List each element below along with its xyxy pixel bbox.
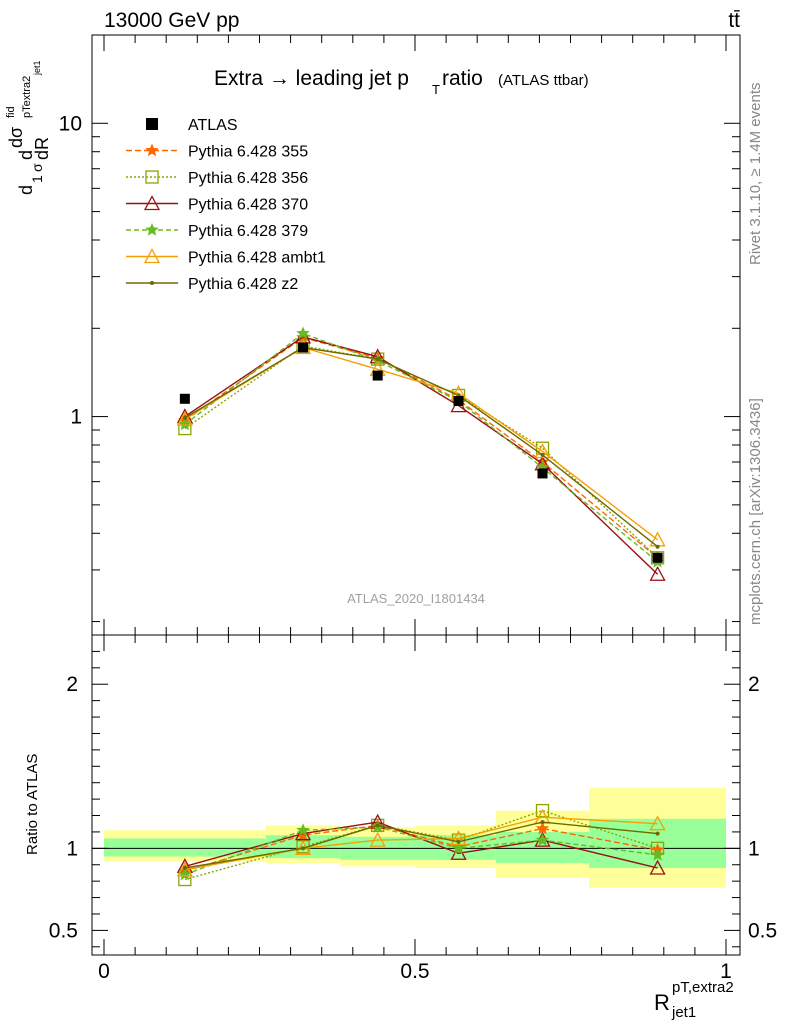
ratio-series-line bbox=[184, 826, 658, 876]
svg-text:jet1: jet1 bbox=[32, 60, 42, 76]
ratio-series-point bbox=[649, 815, 666, 831]
ratio-series-point bbox=[649, 859, 666, 875]
series-line bbox=[184, 332, 659, 563]
svg-text:Pythia 6.428 355: Pythia 6.428 355 bbox=[188, 144, 308, 161]
x-tick-label: 1 bbox=[720, 960, 732, 983]
data-point bbox=[179, 393, 190, 404]
svg-text:dR: dR bbox=[32, 137, 52, 160]
site-label: mcplots.cern.ch [arXiv:1306.3436] bbox=[747, 398, 764, 625]
svg-text:d: d bbox=[16, 185, 36, 195]
ratio-y-tick-label: 2 bbox=[748, 673, 760, 696]
ratio-plot-frame bbox=[91, 634, 741, 956]
series-point bbox=[649, 565, 666, 581]
data-point bbox=[652, 552, 663, 563]
process-label: tt̄ bbox=[728, 9, 740, 32]
series-line bbox=[184, 336, 659, 559]
series-point bbox=[182, 415, 187, 420]
ratio-series-line bbox=[184, 821, 658, 869]
series-point bbox=[375, 357, 380, 362]
series-point bbox=[655, 544, 660, 549]
legend-entry: Pythia 6.428 356 bbox=[126, 170, 308, 187]
x-tick-label: 0.5 bbox=[400, 960, 429, 983]
analysis-watermark: ATLAS_2020_I1801434 bbox=[347, 591, 485, 606]
ratio-series-point bbox=[655, 831, 660, 836]
ratio-series-point bbox=[294, 825, 312, 841]
data-point bbox=[537, 468, 548, 479]
ratio-series-point bbox=[176, 861, 193, 877]
series-point bbox=[176, 410, 193, 426]
ratio-y-tick-label: 0.5 bbox=[49, 919, 78, 942]
ratio-series-point bbox=[369, 831, 386, 847]
beam-label: 13000 GeV pp bbox=[104, 9, 239, 32]
plot-title: Extra → leading jet p T ratio (ATLAS ttb… bbox=[214, 67, 589, 97]
svg-text:Pythia 6.428 ambt1: Pythia 6.428 ambt1 bbox=[188, 250, 326, 267]
main-y-tick-label: 1 bbox=[70, 406, 82, 429]
series-point bbox=[534, 443, 551, 459]
ratio-series-point bbox=[301, 846, 306, 851]
data-point bbox=[453, 396, 464, 407]
ratio-y-tick-label: 2 bbox=[66, 673, 78, 696]
svg-text:R: R bbox=[654, 990, 670, 1015]
ratio-series-point bbox=[650, 847, 665, 861]
series-point bbox=[296, 326, 310, 340]
svg-text:Pythia 6.428 379: Pythia 6.428 379 bbox=[188, 223, 308, 240]
svg-text:Pythia 6.428 356: Pythia 6.428 356 bbox=[188, 170, 308, 187]
ratio-series-point bbox=[178, 867, 192, 881]
ratio-y-axis-label: Ratio to ATLAS bbox=[24, 754, 41, 855]
ratio-series-point bbox=[535, 821, 550, 835]
svg-text:pTextra2: pTextra2 bbox=[21, 76, 33, 118]
main-y-axis-label: d 1 σ d dσ fid pTextra2 jet1 dR bbox=[5, 60, 52, 195]
rivet-label: Rivet 3.1.10, ≥ 1.4M events bbox=[747, 83, 764, 266]
ratio-y-tick-label: 0.5 bbox=[748, 919, 777, 942]
svg-text:fid: fid bbox=[5, 106, 17, 118]
ratio-series-point bbox=[296, 823, 310, 836]
ratio-y-tick-label: 1 bbox=[748, 837, 760, 860]
svg-text:1: 1 bbox=[29, 175, 45, 183]
x-tick-label: 0 bbox=[98, 960, 110, 983]
ratio-series-point bbox=[375, 823, 380, 828]
svg-text:σ: σ bbox=[29, 163, 45, 172]
data-point bbox=[298, 342, 309, 353]
svg-text:Pythia 6.428 370: Pythia 6.428 370 bbox=[188, 197, 308, 214]
legend-entry: Pythia 6.428 355 bbox=[126, 143, 308, 161]
svg-text:pT,extra2: pT,extra2 bbox=[672, 979, 734, 996]
ratio-band-inner bbox=[104, 838, 266, 857]
svg-text:(ATLAS ttbar): (ATLAS ttbar) bbox=[498, 72, 589, 89]
svg-text:jet1: jet1 bbox=[671, 1004, 696, 1021]
svg-text:T: T bbox=[432, 82, 440, 97]
legend-entry: Pythia 6.428 370 bbox=[126, 195, 308, 214]
main-y-tick-label: 10 bbox=[59, 112, 82, 135]
ratio-series-line bbox=[184, 824, 658, 872]
series-line bbox=[184, 336, 659, 575]
series-line bbox=[184, 345, 659, 559]
data-point bbox=[372, 370, 383, 381]
ratio-series-point bbox=[451, 841, 466, 855]
legend-entry: Pythia 6.428 z2 bbox=[126, 276, 298, 293]
series-line bbox=[184, 346, 659, 548]
svg-text:Pythia 6.428 z2: Pythia 6.428 z2 bbox=[188, 276, 298, 293]
ratio-series-point bbox=[450, 830, 467, 846]
legend: ATLAS Pythia 6.428 355 Pythia 6.428 356 Pyt… bbox=[126, 117, 326, 293]
series-point bbox=[178, 417, 192, 431]
svg-text:ratio: ratio bbox=[442, 67, 483, 90]
legend-entry: Pythia 6.428 379 bbox=[126, 222, 308, 240]
ratio-series-line bbox=[184, 809, 658, 881]
ratio-y-tick-label: 1 bbox=[66, 837, 78, 860]
ratio-series-point bbox=[456, 839, 461, 844]
x-axis-label: R pT,extra2 jet1 bbox=[654, 979, 734, 1021]
svg-text:dσ: dσ bbox=[6, 127, 26, 148]
series-point bbox=[540, 452, 545, 457]
legend-entry: Pythia 6.428 ambt1 bbox=[126, 248, 326, 267]
svg-text:Extra → leading jet p: Extra → leading jet p bbox=[214, 67, 409, 90]
ratio-series-point bbox=[535, 833, 550, 846]
svg-text:ATLAS: ATLAS bbox=[188, 117, 238, 134]
svg-text:d: d bbox=[16, 150, 36, 160]
legend-entry: ATLAS bbox=[146, 117, 238, 134]
ratio-series-point bbox=[182, 866, 187, 871]
ratio-series-point bbox=[540, 820, 545, 825]
